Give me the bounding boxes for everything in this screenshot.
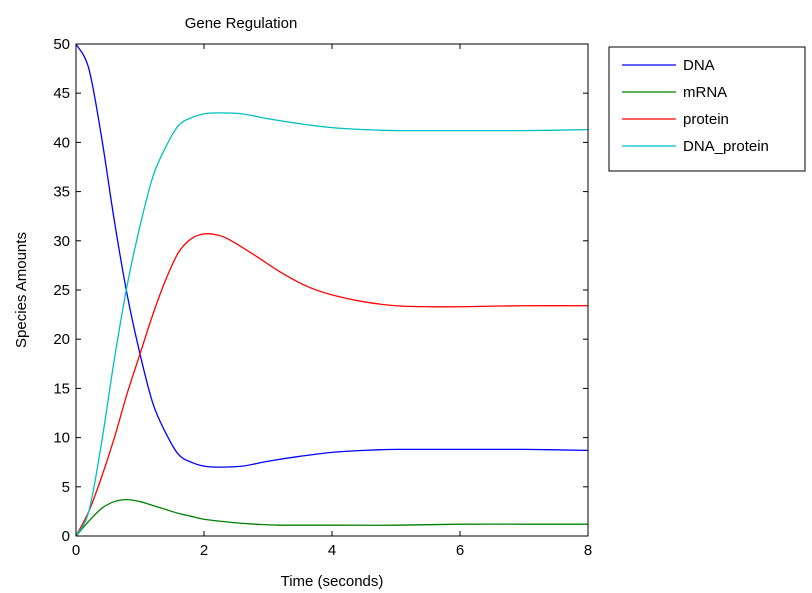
legend-label-dna-protein: DNA_protein (683, 138, 769, 155)
x-axis-ticks: 0 2 4 6 8 (72, 44, 592, 559)
y-tick-label: 10 (53, 430, 70, 447)
legend: DNA mRNA protein DNA_protein (608, 46, 806, 172)
series-line-mrna (75, 498, 588, 537)
y-tick-label: 20 (53, 331, 70, 348)
x-tick-label: 4 (328, 542, 336, 559)
y-tick-label: 30 (53, 233, 70, 250)
x-tick-label: 6 (456, 542, 464, 559)
y-tick-label: 15 (53, 380, 70, 397)
legend-label-dna: DNA (683, 57, 715, 74)
y-tick-label: 40 (53, 134, 70, 151)
y-tick-label: 5 (62, 479, 70, 496)
chart-title: Gene Regulation (185, 15, 298, 32)
x-axis-label: Time (seconds) (281, 573, 384, 590)
legend-label-mrna: mRNA (683, 84, 727, 101)
legend-box (608, 46, 806, 172)
series-line-dna-protein (75, 112, 589, 537)
y-tick-label: 45 (53, 85, 70, 102)
y-tick-label: 25 (53, 282, 70, 299)
plot-area (76, 44, 588, 536)
y-axis-label: Species Amounts (13, 232, 30, 348)
y-tick-label: 50 (53, 36, 70, 53)
y-tick-label: 0 (62, 528, 70, 545)
series-line-dna (75, 43, 589, 468)
legend-label-protein: protein (683, 111, 729, 128)
y-axis-ticks: 0 5 10 15 20 25 30 35 40 45 50 (53, 36, 588, 545)
series-lines (75, 43, 589, 537)
x-tick-label: 8 (584, 542, 592, 559)
x-tick-label: 2 (200, 542, 208, 559)
y-tick-label: 35 (53, 184, 70, 201)
x-tick-label: 0 (72, 542, 80, 559)
series-line-protein (75, 233, 589, 537)
legend-entries: DNA mRNA protein DNA_protein (622, 57, 769, 155)
